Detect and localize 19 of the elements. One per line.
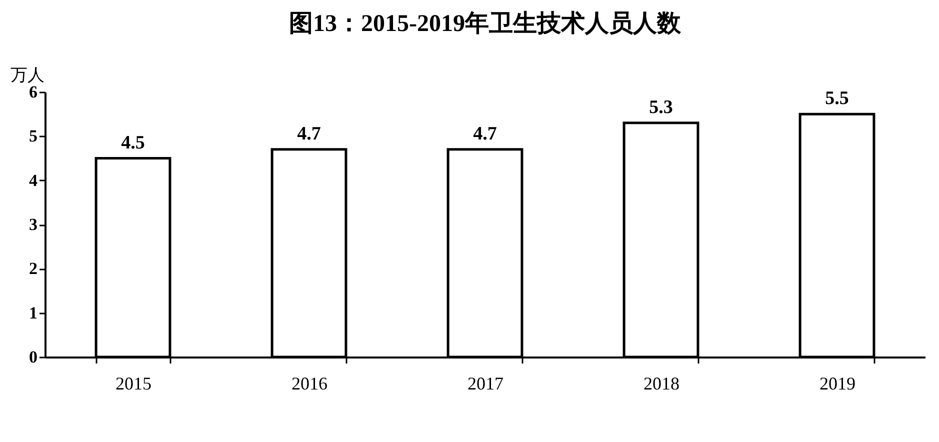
x-tick-label: 2015 [116, 374, 152, 394]
y-tick-label: 6 [29, 82, 38, 102]
y-tick-label: 5 [29, 126, 38, 146]
y-tick-label: 2 [29, 259, 38, 278]
data-label: 4.7 [473, 123, 498, 144]
data-label: 4.7 [297, 123, 322, 144]
y-axis-title: 万人 [10, 66, 44, 84]
y-tick-label: 3 [29, 215, 38, 234]
data-label: 5.3 [649, 96, 673, 118]
y-tick-label: 4 [29, 170, 38, 190]
x-tick-label: 2016 [292, 374, 328, 394]
y-tick-label: 0 [29, 348, 38, 366]
x-tick-label: 2019 [820, 374, 856, 394]
data-label: 4.5 [121, 132, 145, 154]
y-tick-label: 1 [29, 303, 38, 322]
chart-title: 图13：2015-2019年卫生技术人员人数 [289, 10, 682, 37]
x-tick-label: 2017 [468, 374, 504, 394]
data-label: 5.5 [825, 88, 849, 110]
x-tick-label: 2018 [644, 374, 680, 394]
